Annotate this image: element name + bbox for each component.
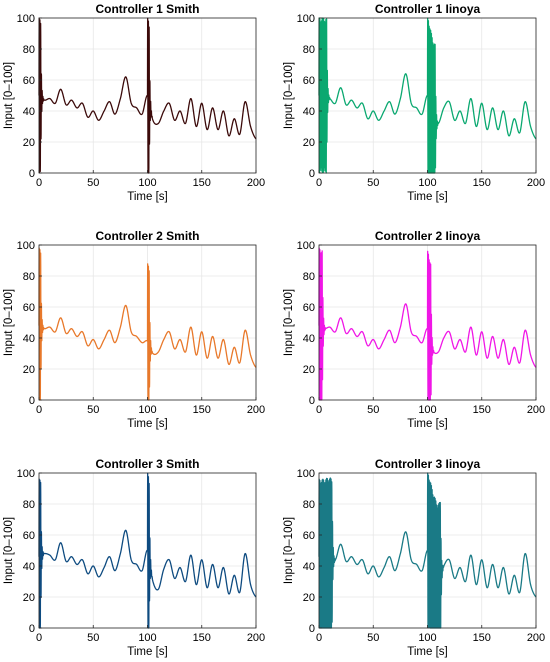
- x-tick-label: 200: [527, 177, 545, 189]
- chart-panel-2: 0 50 100 150 200 0 20 40 60 80 100 Controller 1 Iin…: [283, 2, 545, 203]
- x-tick-label: 200: [247, 177, 265, 189]
- x-tick-label: 100: [138, 632, 156, 644]
- y-tick-label: 80: [303, 44, 315, 56]
- y-tick-label: 40: [303, 333, 315, 345]
- y-tick-label: 0: [29, 395, 35, 407]
- x-tick-label: 150: [473, 632, 491, 644]
- y-tick-label: 80: [303, 271, 315, 283]
- y-axis-label: Input [0–100]: [3, 517, 15, 584]
- y-tick-label: 0: [309, 395, 315, 407]
- y-tick-label: 40: [23, 106, 35, 118]
- x-tick-label: 0: [36, 404, 42, 416]
- x-tick-label: 0: [36, 177, 42, 189]
- chart-title: Controller 2 Smith: [95, 229, 199, 243]
- series-line: [38, 472, 257, 629]
- y-tick-label: 60: [23, 302, 35, 314]
- chart-title: Controller 1 Iinoya: [375, 2, 481, 16]
- x-axis-label: Time [s]: [127, 646, 167, 658]
- y-axis-label: Input [0–100]: [3, 289, 15, 356]
- x-tick-label: 100: [138, 404, 156, 416]
- x-tick-label: 50: [87, 404, 99, 416]
- x-tick-label: 100: [418, 632, 436, 644]
- y-tick-label: 100: [17, 13, 35, 25]
- x-tick-label: 150: [473, 177, 491, 189]
- y-tick-label: 100: [297, 13, 315, 25]
- y-tick-label: 100: [17, 240, 35, 252]
- y-tick-label: 0: [29, 168, 35, 180]
- x-tick-label: 150: [193, 177, 211, 189]
- series-line: [38, 247, 257, 401]
- x-axis-label: Time [s]: [127, 418, 167, 430]
- y-tick-label: 80: [23, 44, 35, 56]
- x-axis-label: Time [s]: [407, 191, 447, 203]
- x-tick-label: 0: [316, 632, 322, 644]
- x-tick-label: 0: [316, 404, 322, 416]
- y-tick-label: 60: [303, 302, 315, 314]
- y-tick-label: 80: [303, 499, 315, 511]
- chart-title: Controller 2 Iinoya: [375, 229, 481, 243]
- chart-title: Controller 1 Smith: [95, 2, 199, 16]
- y-tick-label: 100: [17, 468, 35, 480]
- y-tick-label: 20: [303, 364, 315, 376]
- y-axis-label: Input [0–100]: [283, 62, 295, 129]
- x-axis-label: Time [s]: [407, 418, 447, 430]
- chart-panel-5: 0 50 100 150 200 0 20 40 60 80 100 Controller 3 Smi…: [3, 457, 265, 658]
- y-tick-label: 100: [297, 468, 315, 480]
- x-axis-label: Time [s]: [407, 646, 447, 658]
- y-tick-label: 40: [303, 106, 315, 118]
- chart-panel-4: 0 50 100 150 200 0 20 40 60 80 100 Controller 2 Iin…: [283, 229, 545, 430]
- series-line: [318, 247, 537, 401]
- y-tick-label: 40: [23, 561, 35, 573]
- x-tick-label: 0: [316, 177, 322, 189]
- y-axis-label: Input [0–100]: [3, 62, 15, 129]
- y-axis-label: Input [0–100]: [283, 289, 295, 356]
- x-tick-label: 100: [418, 404, 436, 416]
- y-axis-label: Input [0–100]: [283, 517, 295, 584]
- y-tick-label: 60: [23, 530, 35, 542]
- x-tick-label: 50: [87, 632, 99, 644]
- x-tick-label: 50: [87, 177, 99, 189]
- series-line: [318, 472, 537, 629]
- x-tick-label: 0: [36, 632, 42, 644]
- y-tick-label: 20: [23, 137, 35, 149]
- x-tick-label: 150: [193, 632, 211, 644]
- y-tick-label: 20: [303, 592, 315, 604]
- x-tick-label: 100: [138, 177, 156, 189]
- x-tick-label: 50: [367, 177, 379, 189]
- y-tick-label: 20: [23, 592, 35, 604]
- y-tick-label: 60: [303, 530, 315, 542]
- x-tick-label: 50: [367, 404, 379, 416]
- y-tick-label: 80: [23, 499, 35, 511]
- x-tick-label: 200: [247, 404, 265, 416]
- y-tick-label: 0: [309, 623, 315, 635]
- series-line: [318, 17, 537, 174]
- x-tick-label: 200: [527, 632, 545, 644]
- x-tick-label: 100: [418, 177, 436, 189]
- x-tick-label: 50: [367, 632, 379, 644]
- chart-title: Controller 3 Smith: [95, 457, 199, 471]
- x-tick-label: 200: [527, 404, 545, 416]
- y-tick-label: 80: [23, 271, 35, 283]
- y-tick-label: 20: [303, 137, 315, 149]
- y-tick-label: 0: [309, 168, 315, 180]
- y-tick-label: 40: [23, 333, 35, 345]
- x-tick-label: 200: [247, 632, 265, 644]
- y-tick-label: 0: [29, 623, 35, 635]
- y-tick-label: 60: [303, 75, 315, 87]
- chart-panel-3: 0 50 100 150 200 0 20 40 60 80 100 Controller 2 Smi…: [3, 229, 265, 430]
- x-tick-label: 150: [193, 404, 211, 416]
- y-tick-label: 100: [297, 240, 315, 252]
- y-tick-label: 20: [23, 364, 35, 376]
- x-axis-label: Time [s]: [127, 191, 167, 203]
- x-tick-label: 150: [473, 404, 491, 416]
- chart-panel-6: 0 50 100 150 200 0 20 40 60 80 100 Controller 3 Iin…: [283, 457, 545, 658]
- y-tick-label: 40: [303, 561, 315, 573]
- chart-panel-1: 0 50 100 150 200 0 20 40 60 80 100 Controller 1 Smi…: [3, 2, 265, 203]
- series-line: [38, 17, 257, 174]
- chart-title: Controller 3 Iinoya: [375, 457, 481, 471]
- y-tick-label: 60: [23, 75, 35, 87]
